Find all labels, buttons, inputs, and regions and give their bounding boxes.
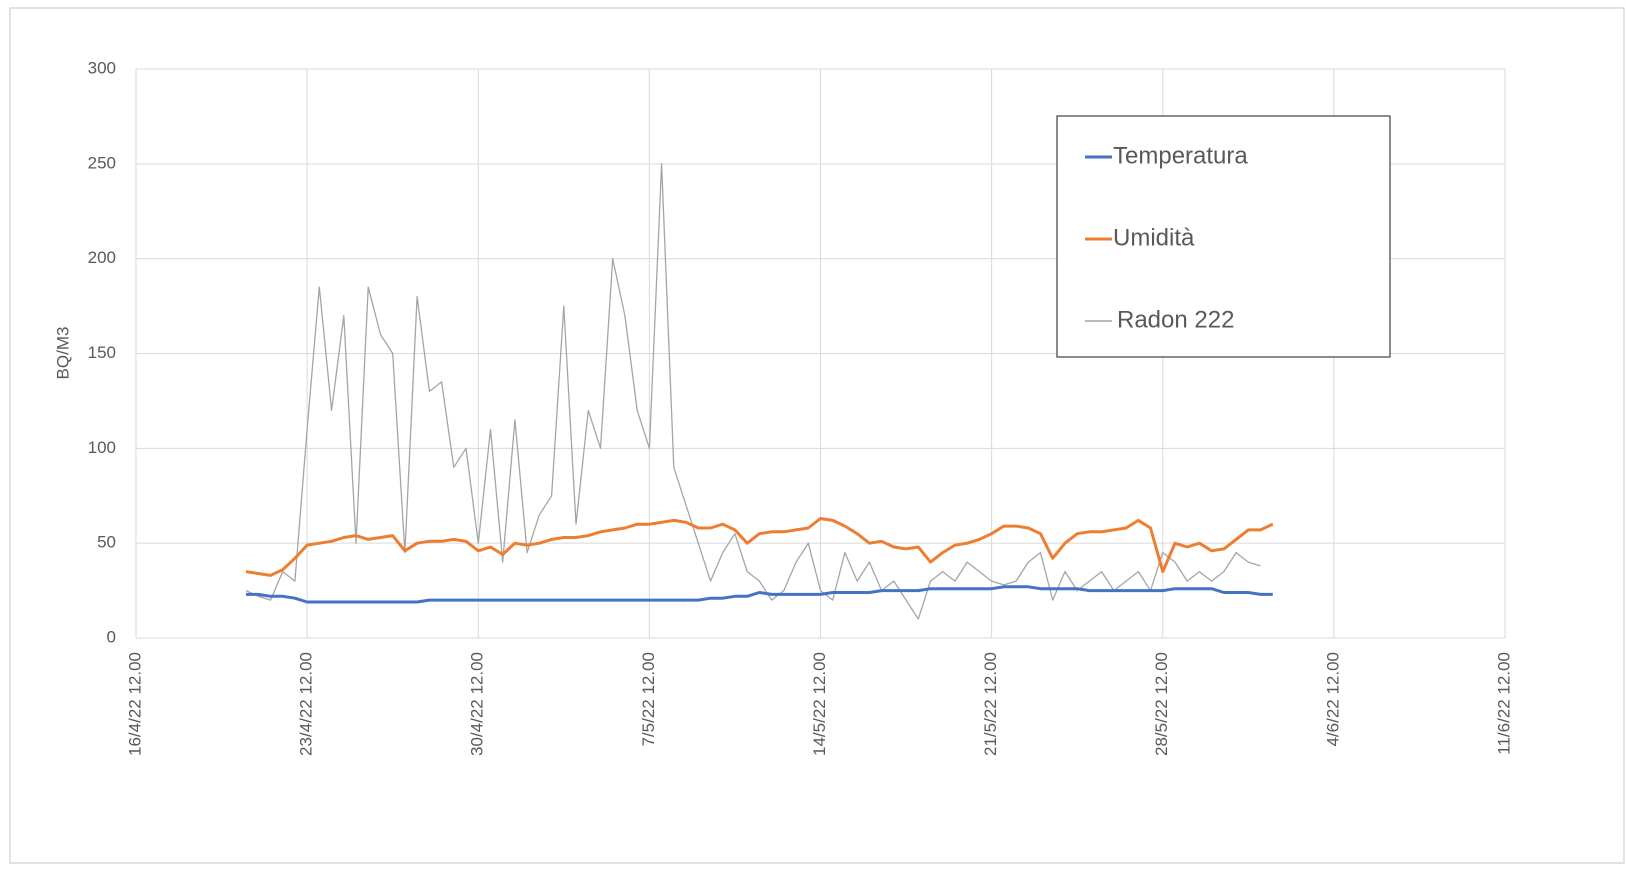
legend-label: Umidità [1113, 224, 1195, 251]
y-tick-label: 50 [97, 533, 116, 552]
x-tick-label: 23/4/22 12.00 [297, 652, 316, 756]
y-tick-label: 0 [107, 627, 116, 646]
x-tick-label: 30/4/22 12.00 [468, 652, 487, 756]
x-tick-label: 28/5/22 12.00 [1152, 652, 1171, 756]
x-tick-label: 11/6/22 12.00 [1494, 652, 1513, 755]
legend-label: Radon 222 [1117, 306, 1234, 333]
series-line [245, 163, 1261, 620]
x-tick-label: 16/4/22 12.00 [125, 652, 144, 756]
x-tick-label: 14/5/22 12.00 [810, 652, 829, 756]
y-tick-label: 300 [88, 58, 116, 77]
x-tick-label: 21/5/22 12.00 [981, 652, 1000, 756]
x-tick-label: 7/5/22 12.00 [639, 652, 658, 747]
y-tick-label: 250 [88, 153, 116, 172]
y-tick-label: 200 [88, 248, 116, 267]
y-tick-label: 100 [88, 438, 116, 457]
y-tick-label: 150 [88, 343, 116, 362]
y-axis-label: BQ/M3 [53, 327, 72, 380]
legend-label: Temperatura [1113, 142, 1248, 169]
x-tick-label: 4/6/22 12.00 [1323, 652, 1342, 747]
series-line [245, 517, 1274, 577]
legend-box [1056, 115, 1391, 358]
series-line [246, 585, 1273, 604]
